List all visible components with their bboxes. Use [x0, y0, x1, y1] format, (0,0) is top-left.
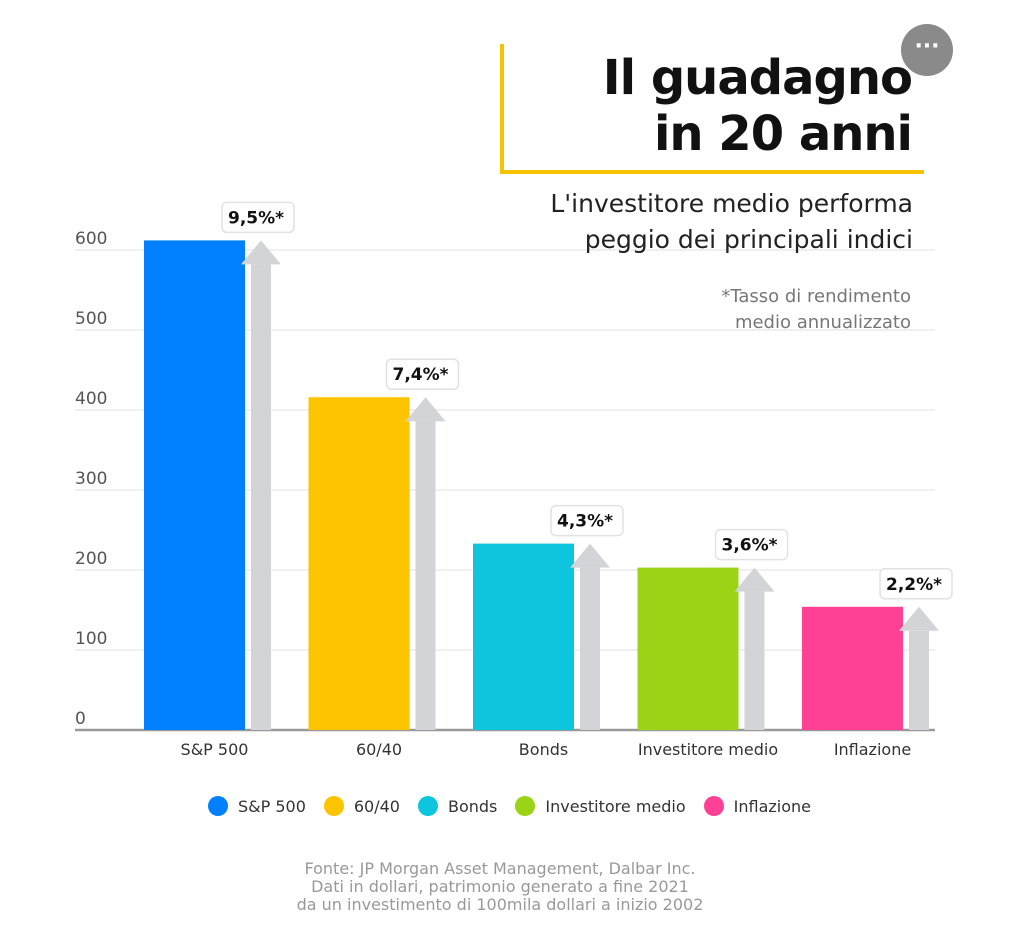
legend-item[interactable]: Bonds — [417, 796, 498, 816]
rate-label-box — [714, 528, 789, 561]
rate-label-box — [385, 358, 460, 390]
y-tick-label: 500 — [75, 309, 107, 329]
rate-label-box — [550, 504, 624, 537]
y-tick-label: 0 — [75, 709, 86, 729]
note-line: *Tasso di rendimento — [721, 286, 911, 307]
page-title: Il guadagno in 20 anni — [602, 50, 913, 162]
rate-label: 7,4%* — [393, 365, 449, 385]
growth-arrow-head — [899, 606, 939, 631]
bar — [308, 397, 410, 730]
footer-line: Dati in dollari, patrimonio generato a f… — [311, 877, 689, 896]
y-tick-label: 100 — [75, 629, 107, 649]
note-line: medio annualizzato — [734, 312, 911, 333]
x-tick-label: S&P 500 — [181, 740, 249, 759]
legend: S&P 500 60/40 Bonds Investitore medio In… — [0, 796, 1019, 816]
bar — [637, 567, 739, 730]
subtitle-line: peggio dei principali indici — [584, 225, 913, 254]
legend-swatch — [323, 796, 344, 816]
bar — [144, 240, 245, 730]
rate-label-box — [879, 568, 953, 600]
rate-label: 3,6%* — [722, 536, 778, 556]
title-line: in 20 anni — [653, 106, 913, 162]
footer-line: da un investimento di 100mila dollari a … — [296, 895, 704, 914]
title-frame — [500, 44, 924, 174]
growth-arrow-head — [241, 240, 281, 265]
growth-arrow-shaft — [415, 421, 436, 730]
x-tick-label: Investitore medio — [638, 740, 778, 759]
legend-item[interactable]: S&P 500 — [207, 796, 306, 816]
rate-label: 4,3%* — [557, 512, 613, 532]
bar — [473, 543, 574, 730]
growth-arrow-head — [570, 543, 610, 568]
footnote: *Tasso di rendimento medio annualizzato — [721, 284, 911, 336]
legend-label: Inflazione — [733, 796, 812, 816]
legend-label: Investitore medio — [545, 796, 686, 816]
legend-item[interactable]: Investitore medio — [515, 796, 686, 816]
legend-item[interactable]: Inflazione — [703, 796, 812, 816]
more-options-button[interactable]: ··· — [901, 24, 953, 76]
rate-label: 2,2%* — [886, 575, 942, 595]
legend-label: S&P 500 — [237, 796, 306, 816]
legend-swatch — [417, 796, 438, 816]
title-line: Il guadagno — [602, 50, 913, 106]
y-tick-label: 400 — [75, 389, 107, 409]
legend-item[interactable]: 60/40 — [323, 796, 400, 816]
growth-arrow-head — [734, 567, 775, 592]
subtitle: L'investitore medio performa peggio dei … — [550, 186, 913, 258]
y-tick-label: 600 — [75, 229, 107, 249]
growth-arrow-shaft — [909, 630, 929, 730]
bar — [802, 606, 903, 730]
legend-label: 60/40 — [353, 796, 400, 816]
growth-arrow-shaft — [251, 264, 271, 730]
rate-label: 9,5%* — [228, 208, 284, 228]
rate-label-box — [221, 201, 295, 234]
x-tick-label: 60/40 — [356, 740, 402, 759]
x-tick-label: Inflazione — [834, 740, 911, 759]
y-tick-label: 300 — [75, 469, 107, 489]
growth-arrow-shaft — [580, 567, 600, 730]
footer-line: Fonte: JP Morgan Asset Management, Dalba… — [304, 859, 696, 878]
legend-swatch — [207, 796, 228, 816]
growth-arrow-head — [405, 397, 446, 422]
source-note: Fonte: JP Morgan Asset Management, Dalba… — [0, 860, 1000, 914]
x-tick-label: Bonds — [519, 740, 568, 759]
legend-swatch — [515, 796, 536, 816]
y-tick-label: 200 — [75, 549, 107, 569]
growth-arrow-shaft — [744, 591, 765, 730]
legend-swatch — [703, 796, 724, 816]
legend-label: Bonds — [447, 796, 498, 816]
subtitle-line: L'investitore medio performa — [550, 189, 913, 218]
